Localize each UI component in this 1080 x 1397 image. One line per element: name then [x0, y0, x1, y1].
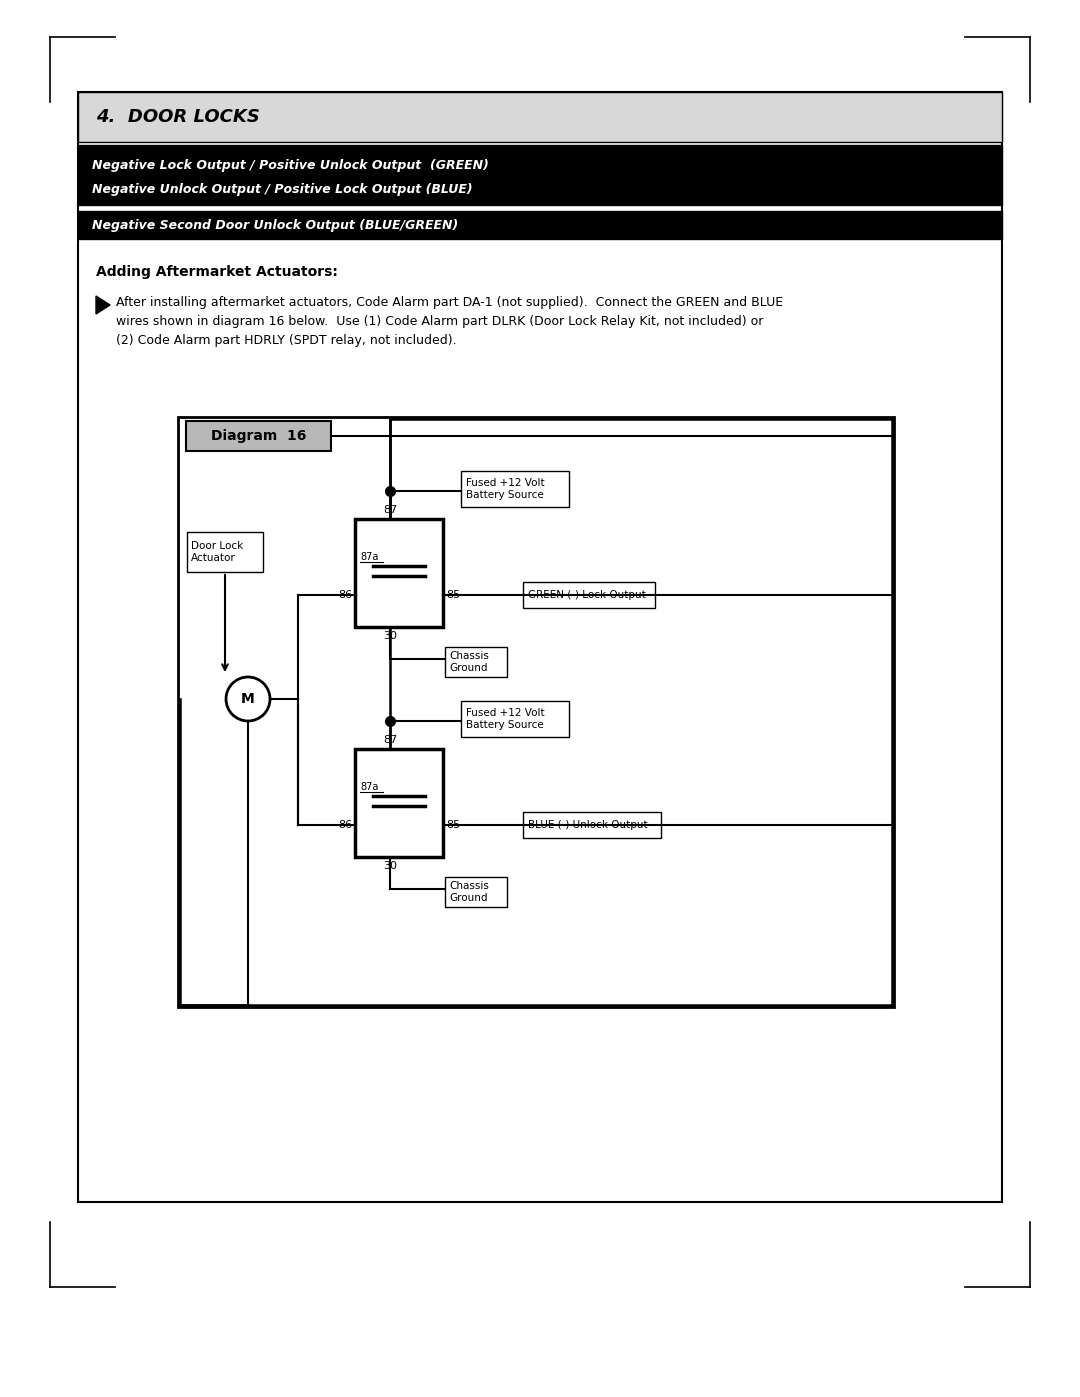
Bar [355, 520, 443, 627]
Bar [78, 211, 1002, 239]
Text: Negative Second Door Unlock Output (BLUE/GREEN): Negative Second Door Unlock Output (BLUE… [92, 218, 458, 232]
Text: 85: 85 [446, 590, 460, 599]
Text: Chassis
Ground: Chassis Ground [449, 651, 489, 673]
Text: GREEN (-) Lock Output: GREEN (-) Lock Output [528, 590, 646, 599]
Bar [461, 701, 569, 738]
Bar [186, 420, 330, 451]
Text: BLUE (-) Unlock Output: BLUE (-) Unlock Output [528, 820, 648, 830]
Bar [523, 812, 661, 838]
Text: Fused +12 Volt
Battery Source: Fused +12 Volt Battery Source [465, 478, 544, 500]
Text: Diagram  16: Diagram 16 [211, 429, 307, 443]
Text: 87a: 87a [360, 552, 378, 562]
Text: After installing aftermarket actuators, Code Alarm part DA-1 (not supplied).  Co: After installing aftermarket actuators, … [116, 296, 783, 309]
Text: Negative Unlock Output / Positive Lock Output (BLUE): Negative Unlock Output / Positive Lock O… [92, 183, 473, 197]
Text: 87: 87 [383, 504, 397, 515]
Bar [78, 92, 1002, 1201]
Text: Chassis
Ground: Chassis Ground [449, 882, 489, 902]
Text: 87: 87 [383, 735, 397, 745]
Circle shape [226, 678, 270, 721]
Bar [78, 145, 1002, 205]
Bar [461, 471, 569, 507]
Text: 87a: 87a [360, 782, 378, 792]
Text: Negative Lock Output / Positive Unlock Output  (GREEN): Negative Lock Output / Positive Unlock O… [92, 158, 489, 172]
Text: 85: 85 [446, 820, 460, 830]
Text: Door Lock
Actuator: Door Lock Actuator [191, 541, 243, 563]
Bar [187, 532, 264, 571]
Bar [445, 647, 508, 678]
Text: 4.  DOOR LOCKS: 4. DOOR LOCKS [96, 108, 260, 126]
Bar [355, 749, 443, 856]
Text: 30: 30 [383, 631, 397, 641]
Text: Fused +12 Volt
Battery Source: Fused +12 Volt Battery Source [465, 708, 544, 729]
Text: 30: 30 [383, 861, 397, 870]
Text: Adding Aftermarket Actuators:: Adding Aftermarket Actuators: [96, 265, 338, 279]
Polygon shape [96, 296, 110, 314]
Bar [445, 877, 508, 907]
Bar [523, 581, 654, 608]
Bar [178, 416, 894, 1007]
Text: 86: 86 [338, 820, 352, 830]
Text: M: M [241, 692, 255, 705]
Text: 86: 86 [338, 590, 352, 599]
Text: wires shown in diagram 16 below.  Use (1) Code Alarm part DLRK (Door Lock Relay : wires shown in diagram 16 below. Use (1)… [116, 314, 764, 328]
Bar [78, 92, 1002, 142]
Text: (2) Code Alarm part HDRLY (SPDT relay, not included).: (2) Code Alarm part HDRLY (SPDT relay, n… [116, 334, 457, 346]
